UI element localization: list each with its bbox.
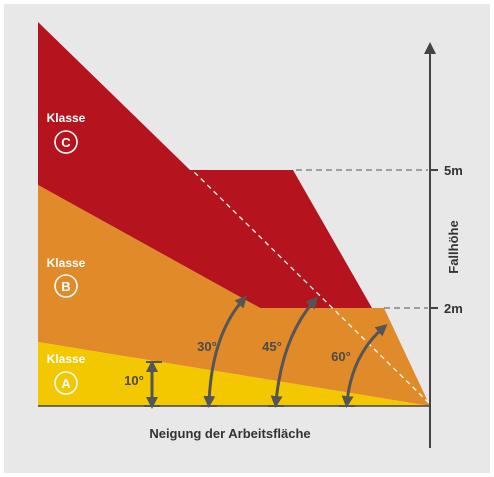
height-label-5m: 5m [444,163,463,178]
region-class-b [38,185,430,406]
angle-60-indicator: 60° [331,324,388,408]
y-axis-label: Fallhöhe [446,220,461,273]
curved-double-arrow-icon [341,324,388,408]
circle-letter-icon [54,130,78,154]
angle-60-label: 60° [331,349,351,364]
class-b-letter: B [61,279,70,294]
class-c-badge: Klasse C [47,111,86,154]
slope-reference-line [187,165,431,405]
angle-30-indicator: 30° [197,295,247,408]
class-a-letter: A [61,376,71,391]
circle-letter-icon [54,371,78,395]
class-a-badge: Klasse A [47,352,86,395]
x-axis-label: Neigung der Arbeitsfläche [149,426,310,441]
circle-letter-icon [54,274,78,298]
curved-double-arrow-icon [203,295,247,408]
angle-10-label: 10° [124,373,144,388]
height-label-2m: 2m [444,301,463,316]
class-a-word: Klasse [47,352,86,366]
angle-30-label: 30° [197,339,217,354]
class-b-word: Klasse [47,256,86,270]
region-class-c [38,22,372,308]
curved-double-arrow-icon [270,296,318,408]
class-c-word: Klasse [47,111,86,125]
class-c-letter: C [61,135,71,150]
angle-45-label: 45° [262,339,282,354]
angle-10-indicator: 10° [124,360,162,409]
angle-45-indicator: 45° [262,296,318,408]
class-b-badge: Klasse B [47,256,86,298]
